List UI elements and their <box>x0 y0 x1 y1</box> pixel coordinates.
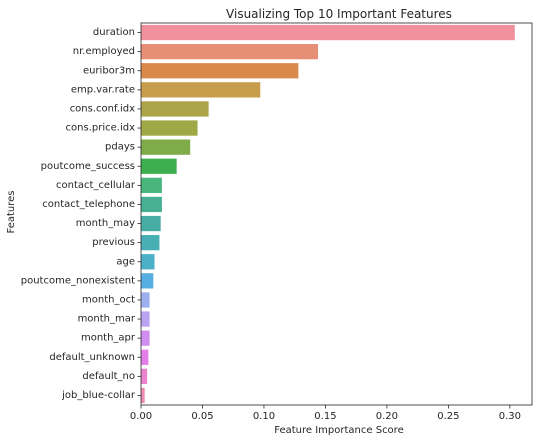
chart-title: Visualizing Top 10 Important Features <box>226 7 452 21</box>
y-tick-label: default_no <box>82 371 135 382</box>
y-tick-label: previous <box>92 237 135 248</box>
bar-emp-var-rate <box>141 82 261 98</box>
y-tick-label: cons.conf.idx <box>70 103 135 114</box>
bar-month-mar <box>141 311 150 327</box>
bar-nr-employed <box>141 44 319 60</box>
x-axis-label: Feature Importance Score <box>274 425 403 436</box>
y-tick-label: nr.employed <box>73 46 135 57</box>
y-tick-label: contact_telephone <box>42 199 135 210</box>
plot-frame <box>140 22 533 406</box>
bar-poutcome-success <box>141 158 177 174</box>
y-tick-label: job_blue-collar <box>61 390 136 401</box>
bar-contact-telephone <box>141 196 162 213</box>
bar-month-may <box>141 215 161 232</box>
bar-month-oct <box>141 292 150 308</box>
bar-duration <box>141 24 515 41</box>
bar-default-no <box>141 368 148 384</box>
y-tick-label: month_may <box>76 218 135 229</box>
bar-previous <box>141 235 160 251</box>
x-tick-label: 0.15 <box>314 411 336 422</box>
bar-age <box>141 254 155 270</box>
bars-layer <box>141 24 515 404</box>
y-tick-label: contact_cellular <box>56 180 136 191</box>
y-tick-label: month_apr <box>81 333 136 344</box>
y-tick-label: euribor3m <box>83 65 135 76</box>
bar-cons-price-idx <box>141 120 198 136</box>
bar-default-unknown <box>141 349 149 365</box>
bar-poutcome-nonexistent <box>141 273 154 289</box>
y-tick-label: default_unknown <box>49 352 135 363</box>
x-tick-label: 0.10 <box>253 411 275 422</box>
y-tick-label: cons.price.idx <box>66 123 136 134</box>
bar-euribor3m <box>141 63 299 79</box>
x-tick-label: 0.00 <box>130 411 152 422</box>
bar-job-blue-collar <box>141 387 145 404</box>
y-ticks-layer: duration nr.employed euribor3m emp.var.rate… <box>21 27 141 401</box>
x-tick-label: 0.20 <box>376 411 398 422</box>
bar-month-apr <box>141 330 150 346</box>
y-tick-label: pdays <box>105 142 135 153</box>
y-tick-label: duration <box>93 27 135 38</box>
y-tick-label: month_mar <box>78 314 136 325</box>
y-tick-label: poutcome_nonexistent <box>21 275 135 286</box>
y-tick-label: emp.var.rate <box>71 84 135 95</box>
y-axis-label: Features <box>6 191 17 234</box>
y-tick-label: month_oct <box>82 294 135 305</box>
bar-contact-cellular <box>141 177 162 193</box>
y-tick-label: age <box>116 256 135 267</box>
bar-pdays <box>141 139 191 155</box>
x-ticks-layer: 0.00 0.05 0.10 0.15 0.20 0.25 0.30 <box>130 405 521 422</box>
y-tick-label: poutcome_success <box>41 161 135 172</box>
x-tick-label: 0.25 <box>437 411 459 422</box>
x-tick-label: 0.30 <box>499 411 521 422</box>
bar-cons-conf-idx <box>141 101 209 117</box>
x-tick-label: 0.05 <box>191 411 213 422</box>
